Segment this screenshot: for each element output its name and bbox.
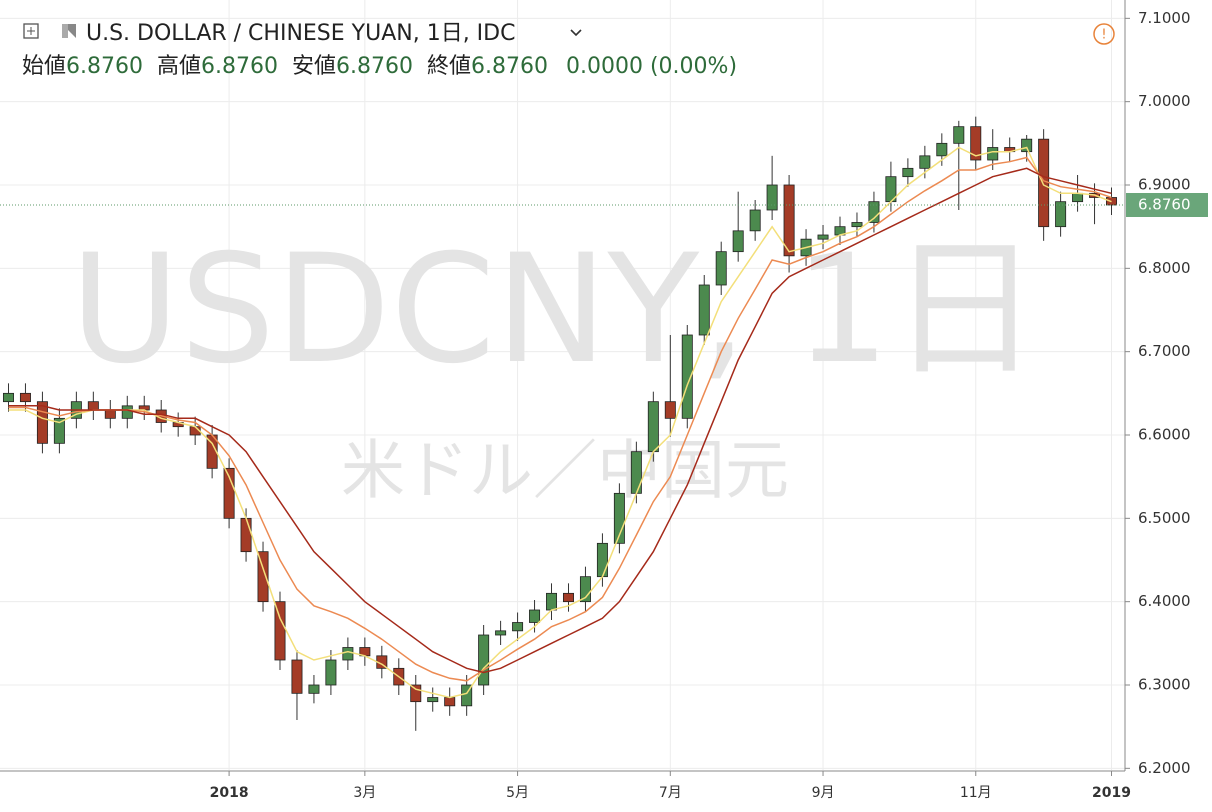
candle-body [1038,138,1050,228]
watermark-subtitle: 米ドル／中国元 [341,435,789,509]
last-price-label: 6.8760 [1138,196,1191,214]
candle-body [410,684,422,703]
candle-body [444,697,456,707]
candle-body [783,184,795,257]
y-tick-label: 6.7000 [1138,342,1191,360]
candle-body [53,417,65,444]
candle-body [1055,201,1067,228]
candle-body [427,697,439,703]
candle-body [987,147,999,161]
candle-body [495,630,507,636]
candle-body [1021,138,1033,153]
chart-title: U.S. DOLLAR / CHINESE YUAN, 1日, IDC [86,21,515,46]
candle-body [546,592,558,611]
candle-body [562,592,574,603]
ohlc-value: 6.8760 [66,54,143,79]
x-tick-label: 3月 [353,785,376,801]
candle-body [291,659,303,694]
watermark: USDCNY, 1日 [70,223,1040,397]
candle-body [953,126,965,144]
y-tick-label: 6.4000 [1138,592,1191,610]
x-tick-label: 11月 [960,785,992,801]
candle-body [732,230,744,253]
x-tick-label: 9月 [812,785,835,801]
price-axis-bg [1125,0,1212,812]
y-tick-label: 7.1000 [1138,9,1191,27]
candle-body [325,659,337,686]
candle-body [919,155,931,169]
ohlc-label: 始値 [22,54,66,79]
y-tick-label: 7.0000 [1138,92,1191,110]
dropdown-icon[interactable] [570,29,582,37]
candle-body [715,251,727,286]
time-axis-bg [0,771,1125,812]
ohlc-value: 6.8760 [201,54,278,79]
symbol-icon [62,24,68,38]
y-tick-label: 6.8000 [1138,259,1191,277]
candle-body [257,551,269,603]
candle-body [274,601,286,661]
candle-body [308,684,320,694]
last-price-box [1126,193,1208,217]
candle-body [478,634,490,686]
candle-body [596,542,608,578]
ohlc-label: 高値 [157,54,201,79]
candle-body [647,401,659,453]
candle-body [104,409,116,419]
candle-body [1072,192,1084,203]
y-tick-label: 6.9000 [1138,176,1191,194]
candle-body [936,142,948,157]
candle-body [512,622,524,632]
candle-body [664,401,676,419]
candle-body [2,392,14,403]
x-tick-label: 7月 [659,785,682,801]
change: 0.0000 (0.00%) [566,54,737,79]
moving-average [8,156,1112,682]
moving-average [8,167,1112,674]
y-tick-label: 6.3000 [1138,676,1191,694]
candle-body [630,451,642,494]
candle-body [970,126,982,161]
candle-body [817,234,829,240]
candle-body [749,209,761,232]
x-tick-label: 5月 [506,785,529,801]
candle-body [698,284,710,336]
moving-average [8,146,1112,699]
candle-body [902,167,914,178]
candle-body [579,576,591,603]
info-icon[interactable] [1093,23,1115,45]
plot [0,116,1125,731]
y-tick-label: 6.6000 [1138,426,1191,444]
ohlc-label: 終値 [427,54,471,79]
candle-body [342,647,354,661]
x-tick-label: 2018 [210,785,249,801]
y-tick-label: 6.2000 [1138,759,1191,777]
candle-body [613,492,625,544]
candle-body [121,405,133,419]
x-tick-label: 2019 [1092,785,1131,801]
candle-body [240,517,252,553]
axes: 6.2000 6.3000 6.4000 6.5000 6.6000 6.7000 6.80… [210,9,1208,801]
ohlc-value: 6.8760 [471,54,548,79]
candle-body [529,609,541,623]
candle-body [223,467,235,519]
candle-body [461,684,473,707]
ohlc-label: 安値 [292,54,336,79]
y-tick-label: 6.5000 [1138,509,1191,527]
candle-body [681,334,693,419]
ohlc-header: 始値6.8760 高値6.8760 安値6.8760 終値6.8760 0.0000 (… [22,54,737,79]
candle-body [36,401,48,444]
info-icon: ! [1101,28,1106,43]
candle-body [87,401,99,411]
ohlc-value: 6.8760 [336,54,413,79]
candle-body [766,184,778,211]
candle-body [851,222,863,228]
candle-body [868,201,880,223]
candle-body [19,392,31,403]
expand-icon[interactable] [23,23,39,39]
